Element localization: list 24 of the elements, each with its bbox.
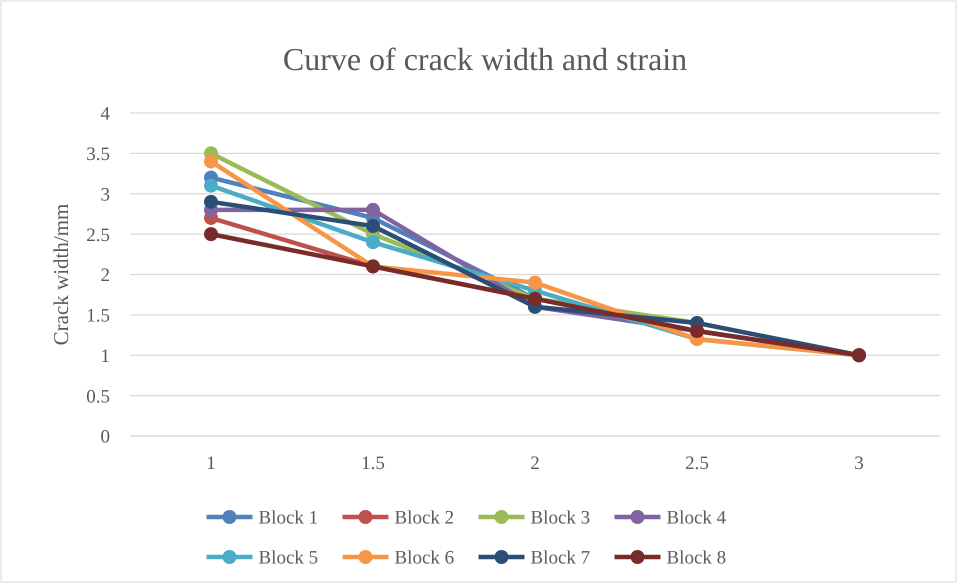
legend-label: Block 6 (394, 548, 454, 569)
legend-label: Block 2 (394, 508, 454, 529)
y-tick-label: 3 (100, 184, 110, 206)
y-tick-label: 2 (100, 265, 110, 286)
y-tick-label: 0 (100, 426, 110, 448)
x-tick-label: 2 (530, 453, 540, 474)
y-tick-label: 1.5 (86, 306, 110, 327)
x-tick-label: 1.5 (361, 453, 385, 474)
chart-title: Curve of crack width and strain (282, 41, 688, 77)
x-tick-label: 2.5 (685, 453, 709, 474)
legend-label: Block 1 (258, 508, 318, 529)
x-tick-label: 3 (854, 453, 864, 474)
legend-label: Block 8 (666, 548, 726, 569)
legend-label: Block 5 (258, 548, 318, 569)
legend-label: Block 3 (530, 508, 590, 529)
y-tick-label: 0.5 (86, 386, 110, 408)
y-axis-title: Crack width/mm (49, 204, 73, 346)
legend-label: Block 7 (530, 548, 590, 569)
x-tick-label: 1 (206, 453, 216, 474)
y-tick-label: 1 (100, 346, 110, 367)
y-tick-label: 2.5 (86, 224, 110, 246)
y-tick-label: 4 (100, 104, 110, 125)
legend-label: Block 4 (666, 508, 727, 529)
y-tick-label: 3.5 (86, 144, 110, 166)
